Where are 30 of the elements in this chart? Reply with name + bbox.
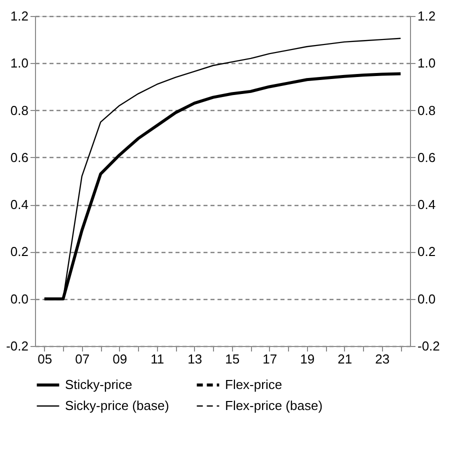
y2-tick-label: 1.2 — [418, 8, 436, 24]
y2-tick-label: -0.2 — [418, 338, 440, 354]
y2-tick-label: 1.0 — [418, 56, 436, 71]
legend-label: Flex-price (base) — [225, 398, 323, 413]
y2-tick-label: 0.6 — [418, 150, 436, 165]
x-tick-label: 21 — [338, 352, 352, 366]
x-tick-label: 23 — [375, 352, 390, 366]
y2-tick-label: 0.8 — [418, 102, 436, 118]
x-tick-label: 07 — [75, 352, 90, 366]
y-tick-label: 0.4 — [10, 197, 28, 212]
y2-tick-label: 0.4 — [418, 197, 436, 212]
x-tick-label: 15 — [225, 352, 240, 366]
y-tick-label: 0.0 — [10, 291, 28, 306]
x-tick-label: 17 — [262, 352, 278, 366]
y-tick-label: 0.6 — [10, 150, 28, 165]
y-tick-label: 1.0 — [10, 56, 28, 71]
x-tick-label: 19 — [300, 352, 315, 366]
y-tick-label: 0.2 — [10, 244, 28, 260]
x-tick-label: 13 — [188, 352, 202, 366]
y-tick-label: 1.2 — [10, 8, 28, 24]
y2-tick-label: 0.2 — [418, 244, 436, 260]
x-tick-label: 11 — [150, 352, 164, 366]
y-tick-label: -0.2 — [6, 338, 28, 354]
x-tick-label: 09 — [112, 352, 128, 366]
y2-tick-label: 0.0 — [418, 291, 436, 306]
legend-label: Flex-price — [225, 377, 282, 392]
y-tick-label: 0.8 — [10, 102, 28, 118]
x-tick-label: 05 — [38, 352, 52, 366]
legend-label: Sticky-price — [65, 377, 132, 392]
legend-label: Sicky-price (base) — [65, 398, 170, 413]
